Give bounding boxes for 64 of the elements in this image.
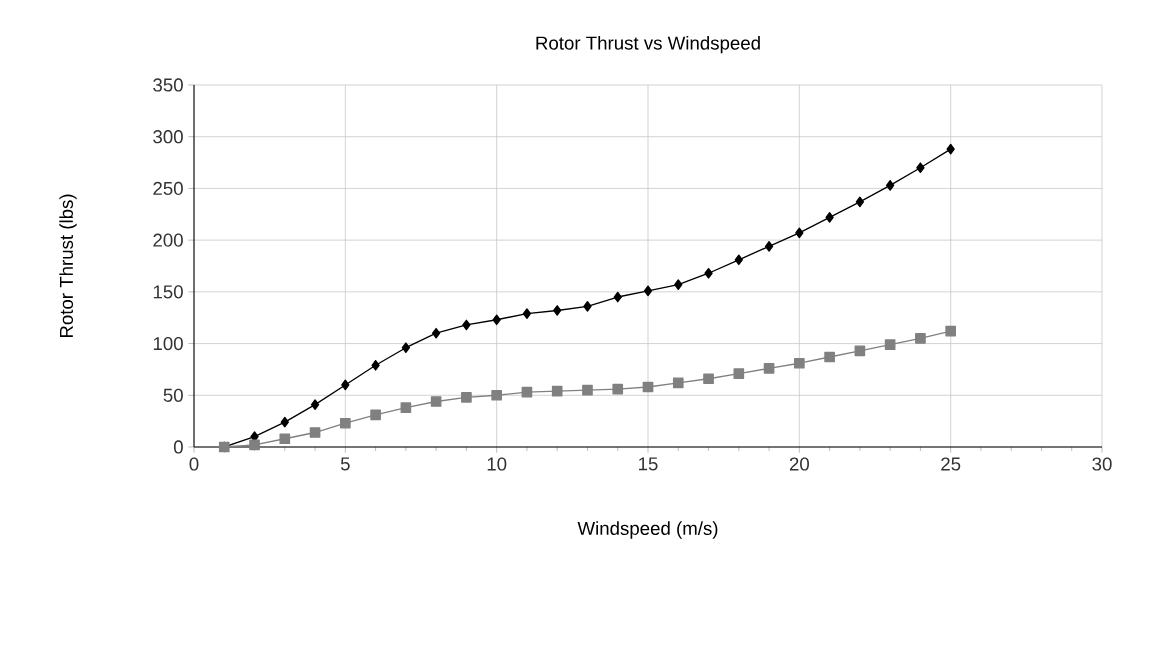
point	[461, 392, 472, 403]
point	[462, 319, 471, 331]
point	[583, 301, 592, 312]
point	[885, 179, 895, 191]
point	[401, 342, 411, 354]
point	[704, 267, 713, 279]
y-tick-label: 50	[163, 388, 183, 402]
point	[764, 241, 774, 252]
point	[491, 389, 503, 401]
point	[703, 373, 714, 385]
x-tick-label: 25	[941, 457, 961, 471]
x-tick-label: 20	[789, 457, 809, 471]
point	[855, 196, 865, 208]
point	[553, 305, 562, 316]
x-tick-label: 0	[189, 457, 199, 471]
x-tick-label: 30	[1092, 457, 1112, 471]
point	[854, 345, 866, 357]
point	[371, 359, 380, 371]
point	[310, 399, 320, 410]
point	[431, 327, 441, 339]
x-tick-label: 10	[487, 457, 507, 471]
point	[794, 357, 805, 369]
y-tick-label: 0	[173, 440, 183, 454]
point	[400, 402, 412, 414]
point	[795, 227, 804, 239]
point	[492, 314, 501, 326]
y-tick-label: 300	[153, 130, 183, 144]
y-axis-title: Rotor Thrust (lbs)	[59, 194, 77, 338]
point	[582, 384, 593, 396]
point	[522, 308, 532, 319]
point	[915, 333, 926, 344]
point	[340, 417, 351, 429]
x-tick-label: 5	[340, 457, 350, 471]
point	[309, 427, 321, 438]
chart-title: Rotor Thrust vs Windspeed	[536, 35, 760, 54]
point	[672, 377, 684, 389]
y-tick-label: 150	[153, 285, 183, 299]
point	[551, 385, 563, 397]
y-tick-label: 200	[153, 233, 183, 247]
point	[734, 254, 743, 266]
y-tick-label: 250	[153, 181, 183, 196]
point	[884, 339, 896, 350]
y-tick-label: 100	[153, 336, 183, 351]
point	[916, 162, 925, 174]
point	[612, 383, 624, 395]
point	[733, 368, 745, 379]
point	[763, 363, 775, 374]
point	[430, 396, 442, 407]
x-tick-label: 15	[639, 457, 658, 471]
point	[613, 291, 622, 303]
point	[825, 212, 834, 223]
point	[370, 409, 381, 421]
point	[521, 386, 533, 398]
point	[674, 279, 683, 290]
point	[341, 379, 350, 391]
point	[279, 433, 291, 445]
point	[945, 325, 957, 337]
y-tick-label: 350	[153, 78, 183, 92]
x-axis-title: Windspeed (m/s)	[577, 521, 718, 539]
point	[946, 143, 955, 155]
point	[249, 439, 260, 451]
point	[824, 351, 835, 363]
point	[643, 285, 653, 297]
point	[280, 416, 289, 428]
